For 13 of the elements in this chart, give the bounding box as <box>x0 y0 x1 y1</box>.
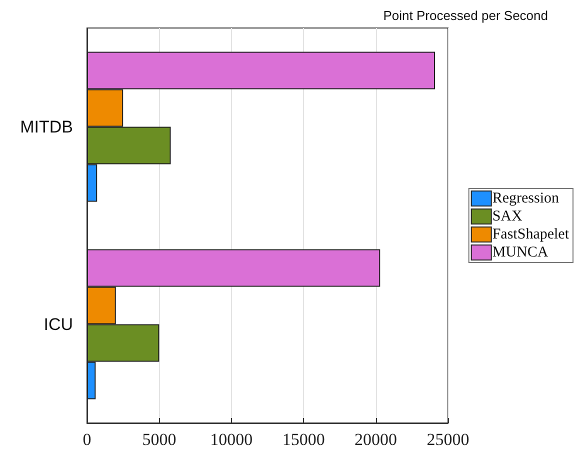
chart-title: Point Processed per Second <box>383 8 548 23</box>
legend-label: MUNCA <box>492 244 548 260</box>
legend-label: Regression <box>492 190 560 206</box>
x-tick-label: 10000 <box>210 430 253 449</box>
x-tick-label: 0 <box>82 430 92 449</box>
y-tick-label: ICU <box>44 314 73 334</box>
legend-label: FastShapelet <box>492 226 570 242</box>
x-tick-label: 5000 <box>142 430 176 449</box>
x-tick-label: 20000 <box>354 430 398 449</box>
x-tick-label: 15000 <box>282 430 325 449</box>
y-tick-label: MITDB <box>20 117 73 136</box>
legend-label: SAX <box>492 208 523 224</box>
x-tick-label: 25000 <box>426 430 470 449</box>
